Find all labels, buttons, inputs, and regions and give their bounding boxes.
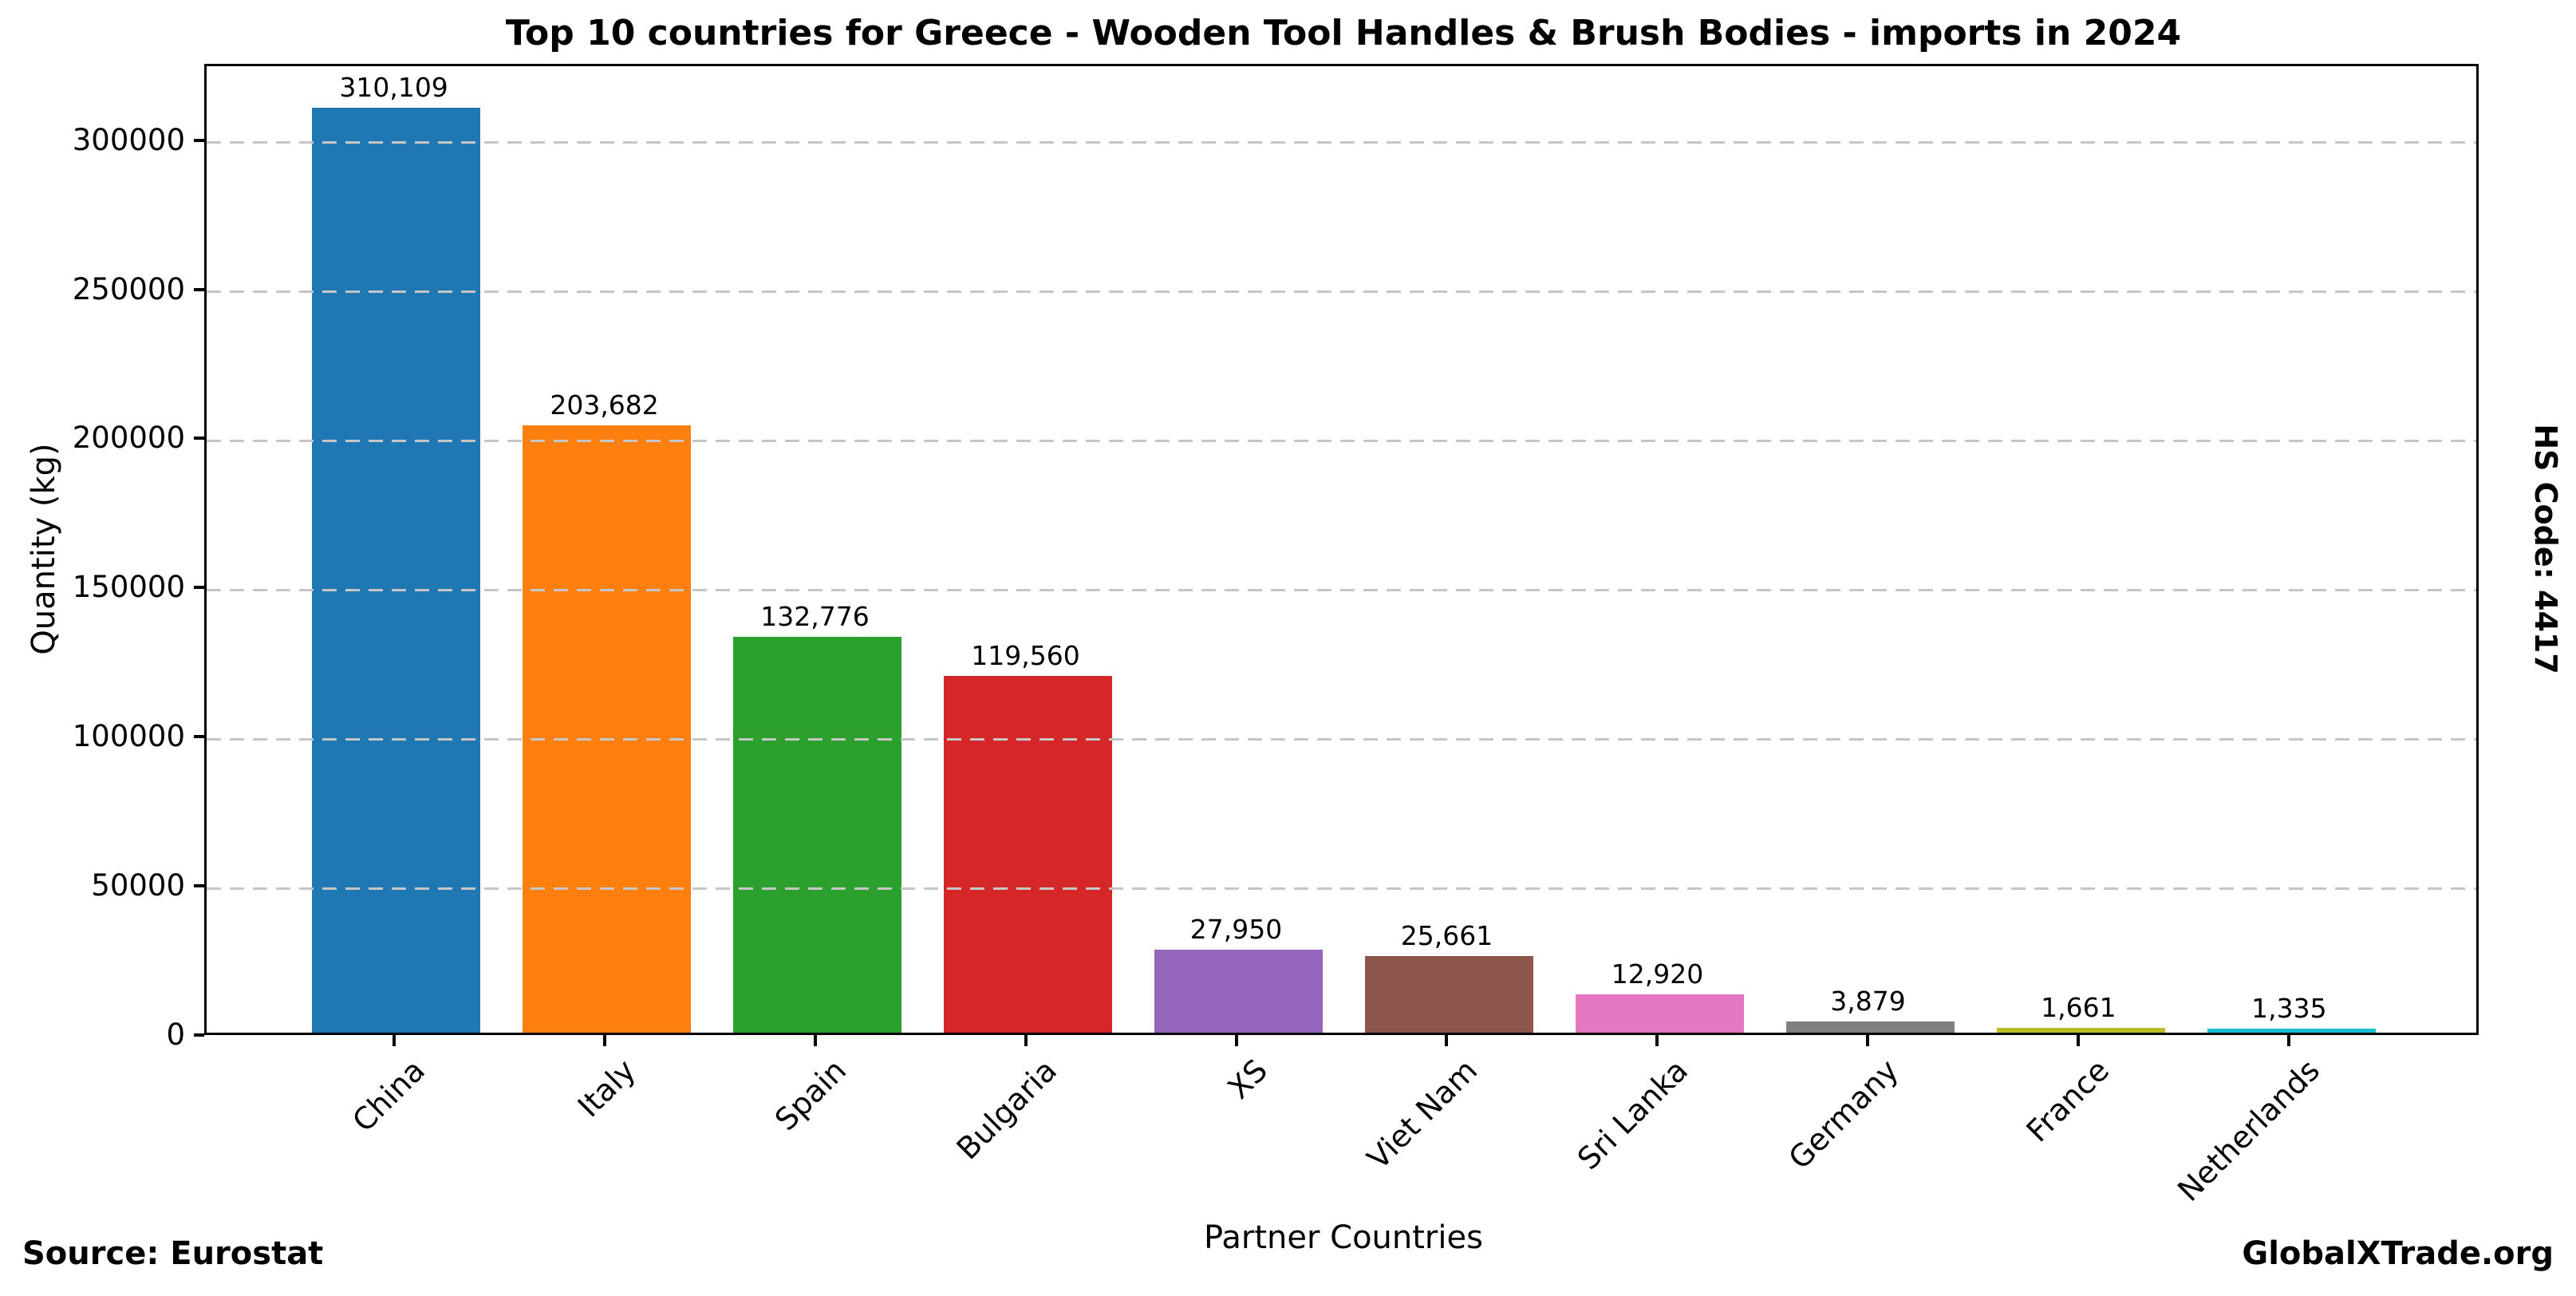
gridline-y-300000	[207, 141, 2476, 144]
x-tick-label-italy: Italy	[570, 1053, 642, 1124]
x-tick-mark	[392, 1035, 396, 1046]
y-tick-label: 150000	[72, 570, 185, 605]
bar-value-label: 132,776	[760, 600, 870, 632]
x-tick-label-china: China	[345, 1053, 432, 1139]
chart-title: Top 10 countries for Greece - Wooden Too…	[505, 13, 2182, 53]
x-tick-mark	[2077, 1035, 2081, 1046]
brand-watermark: GlobalXTrade.org	[2242, 1235, 2554, 1272]
bar-xs	[1154, 949, 1323, 1033]
bar-viet-nam	[1364, 956, 1533, 1033]
x-tick-label-france: France	[2020, 1053, 2116, 1149]
y-tick-mark	[194, 884, 204, 888]
x-tick-label-spain: Spain	[767, 1053, 853, 1138]
bar-value-label: 12,920	[1611, 958, 1704, 990]
gridline-y-250000	[207, 290, 2476, 294]
y-tick-mark	[194, 586, 204, 590]
x-tick-mark	[1234, 1035, 1238, 1046]
x-axis-title: Partner Countries	[1204, 1219, 1483, 1256]
y-axis-title: Quantity (kg)	[26, 443, 62, 655]
y-tick-label: 250000	[72, 271, 185, 306]
y-tick-mark	[194, 287, 204, 291]
x-tick-label-netherlands: Netherlands	[2171, 1053, 2327, 1208]
x-tick-label-bulgaria: Bulgaria	[949, 1053, 1063, 1167]
bar-value-label: 1,335	[2251, 993, 2327, 1024]
gridline-y-150000	[207, 588, 2476, 591]
x-tick-mark	[1655, 1035, 1659, 1046]
bar-china	[312, 107, 481, 1033]
bar-value-label: 119,560	[971, 640, 1080, 672]
x-tick-mark	[2287, 1035, 2291, 1046]
bar-value-label: 1,661	[2041, 991, 2116, 1023]
bar-france	[1996, 1027, 2165, 1033]
bar-italy	[523, 425, 692, 1033]
x-tick-label-xs: XS	[1221, 1053, 1274, 1106]
y-tick-mark	[194, 138, 204, 142]
y-tick-label: 300000	[72, 122, 185, 157]
gridline-y-200000	[207, 439, 2476, 442]
x-tick-mark	[602, 1035, 606, 1046]
source-note: Source: Eurostat	[22, 1235, 324, 1272]
x-tick-mark	[1445, 1035, 1449, 1046]
y-tick-label: 200000	[72, 421, 185, 456]
y-tick-mark	[194, 735, 204, 739]
bar-value-label: 310,109	[339, 71, 448, 103]
y-tick-mark	[194, 437, 204, 441]
bar-germany	[1785, 1021, 1955, 1033]
y-tick-label: 0	[166, 1017, 185, 1052]
x-tick-mark	[1866, 1035, 1870, 1046]
bar-spain	[733, 636, 902, 1033]
bar-value-label: 203,682	[550, 389, 659, 421]
bar-bulgaria	[944, 676, 1113, 1033]
x-tick-mark	[813, 1035, 817, 1046]
y-tick-label: 100000	[72, 719, 185, 754]
gridline-y-100000	[207, 737, 2476, 741]
x-tick-label-viet-nam: Viet Nam	[1360, 1053, 1485, 1176]
y-tick-label: 50000	[91, 868, 185, 903]
x-tick-label-germany: Germany	[1781, 1053, 1906, 1176]
bar-sri-lanka	[1575, 994, 1744, 1033]
bar-value-label: 25,661	[1400, 920, 1493, 952]
x-tick-mark	[1024, 1035, 1028, 1046]
gridline-y-50000	[207, 887, 2476, 890]
x-tick-label-sri-lanka: Sri Lanka	[1571, 1053, 1695, 1177]
plot-area	[204, 64, 2479, 1035]
bar-value-label: 27,950	[1189, 913, 1283, 945]
bar-netherlands	[2207, 1029, 2376, 1033]
bar-value-label: 3,879	[1830, 985, 1906, 1017]
hs-code-label: HS Code: 4417	[2528, 424, 2563, 674]
y-tick-mark	[194, 1033, 204, 1037]
